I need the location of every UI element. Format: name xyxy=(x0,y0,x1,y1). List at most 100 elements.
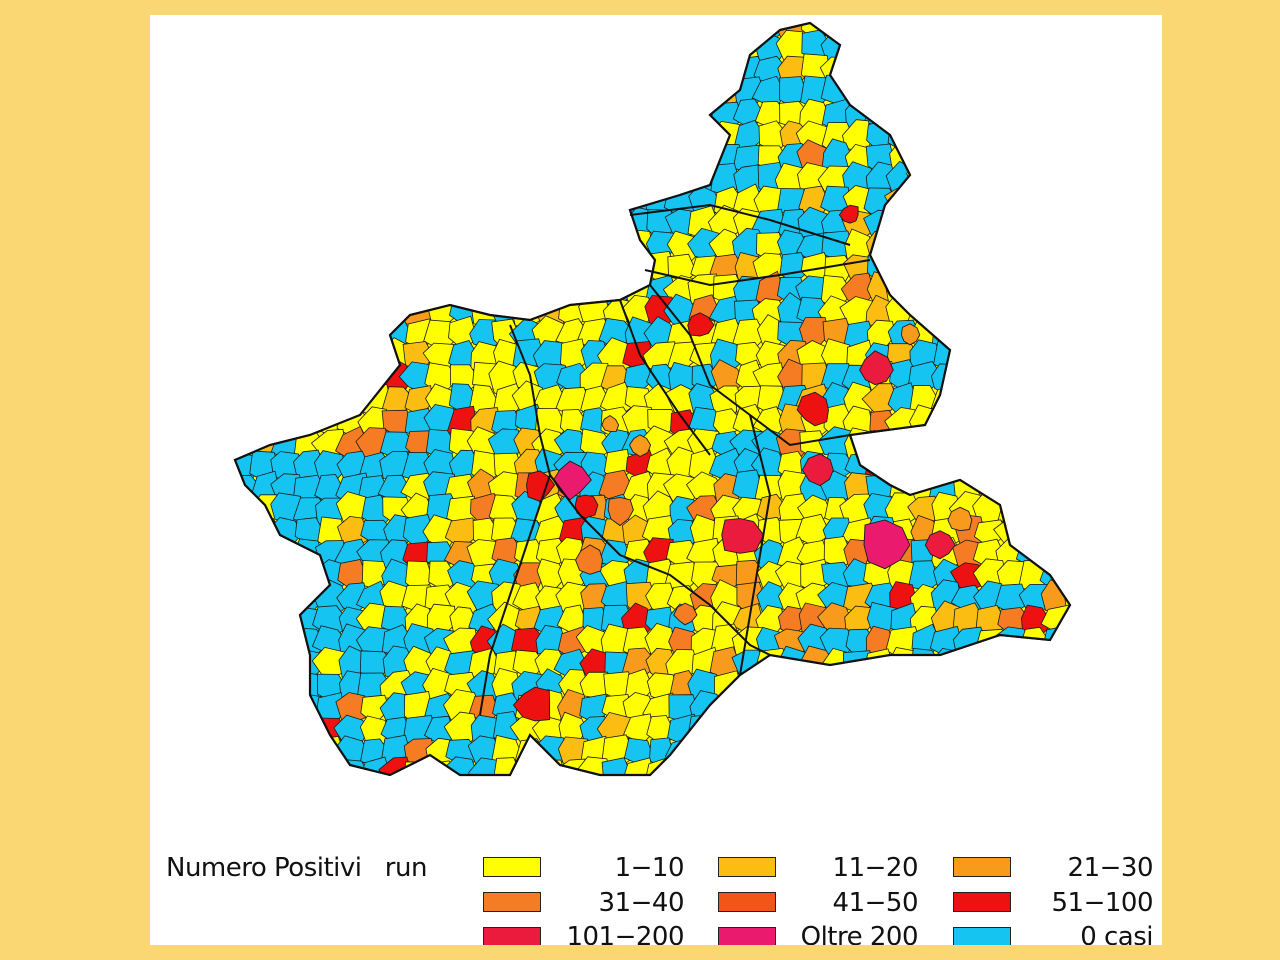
municipality xyxy=(314,122,349,156)
municipality xyxy=(846,711,878,746)
municipality xyxy=(359,320,394,354)
municipality xyxy=(1064,761,1070,775)
municipality xyxy=(1062,538,1070,571)
municipality xyxy=(732,778,763,814)
municipality xyxy=(817,757,855,775)
municipality xyxy=(1019,495,1052,525)
municipality xyxy=(951,293,984,330)
municipality xyxy=(998,208,1032,245)
municipality xyxy=(296,189,324,221)
municipality xyxy=(686,120,721,152)
municipality xyxy=(669,759,701,775)
municipality xyxy=(273,23,303,43)
municipality xyxy=(600,53,633,86)
municipality xyxy=(514,75,544,109)
municipality-hotspot xyxy=(607,496,634,527)
municipality xyxy=(907,711,939,749)
municipality xyxy=(235,603,239,636)
municipality xyxy=(293,561,325,593)
municipality xyxy=(271,120,305,155)
municipality xyxy=(906,23,940,43)
municipality xyxy=(235,386,260,415)
municipality xyxy=(423,252,457,283)
municipality xyxy=(669,785,698,814)
municipality xyxy=(250,207,282,244)
municipality xyxy=(1059,364,1070,395)
municipality xyxy=(954,381,985,416)
municipality xyxy=(643,121,676,150)
municipality xyxy=(974,54,1010,87)
municipality xyxy=(931,163,965,195)
municipality xyxy=(246,140,283,177)
municipality xyxy=(1018,121,1054,150)
municipality xyxy=(235,97,258,130)
municipality xyxy=(1039,33,1070,67)
municipality xyxy=(403,34,434,65)
municipality xyxy=(380,75,413,107)
municipality xyxy=(317,57,348,87)
municipality xyxy=(380,23,414,41)
municipality xyxy=(532,273,567,306)
municipality xyxy=(712,781,746,810)
municipality xyxy=(577,118,613,152)
municipality xyxy=(1041,625,1070,660)
municipality xyxy=(731,759,766,775)
municipality xyxy=(248,666,284,703)
municipality xyxy=(272,649,305,681)
municipality xyxy=(1061,293,1070,328)
municipality xyxy=(488,122,527,154)
municipality xyxy=(235,23,236,45)
municipality xyxy=(381,144,415,177)
municipality xyxy=(665,31,702,64)
municipality xyxy=(534,100,570,133)
municipality xyxy=(906,31,942,67)
municipality xyxy=(818,736,853,767)
municipality xyxy=(928,75,964,109)
municipality xyxy=(668,100,698,134)
municipality xyxy=(445,138,482,172)
municipality xyxy=(248,779,282,815)
municipality xyxy=(311,142,348,175)
piemonte-map xyxy=(233,21,1072,815)
municipality xyxy=(975,758,1006,775)
municipality xyxy=(908,426,942,460)
municipality xyxy=(932,693,963,728)
municipality xyxy=(1041,649,1070,679)
municipality xyxy=(998,79,1028,110)
municipality xyxy=(403,75,436,111)
municipality xyxy=(270,56,303,86)
municipality xyxy=(235,314,240,352)
municipality xyxy=(579,96,613,133)
municipality xyxy=(1017,316,1054,352)
municipality xyxy=(426,31,461,68)
municipality xyxy=(777,715,808,748)
municipality xyxy=(558,75,592,107)
municipality xyxy=(953,56,986,90)
municipality xyxy=(291,31,328,67)
municipality xyxy=(424,55,460,88)
municipality xyxy=(247,408,280,438)
municipality xyxy=(690,778,720,812)
municipality xyxy=(862,712,897,748)
municipality xyxy=(251,253,284,286)
legend-label-51-100: 51−100 xyxy=(1051,888,1154,918)
municipality xyxy=(997,450,1028,481)
municipality xyxy=(466,23,504,43)
municipality xyxy=(336,296,368,331)
municipality xyxy=(601,188,634,218)
municipality xyxy=(933,451,962,481)
municipality xyxy=(843,757,877,775)
municipality xyxy=(907,691,943,724)
municipality xyxy=(975,295,1006,330)
municipality xyxy=(998,121,1030,155)
municipality xyxy=(533,226,566,261)
municipality xyxy=(245,163,281,199)
municipality xyxy=(954,229,985,263)
municipality xyxy=(269,666,304,706)
municipality xyxy=(909,757,941,775)
municipality xyxy=(378,230,411,263)
municipality xyxy=(601,757,634,775)
municipality xyxy=(248,100,281,134)
municipality xyxy=(1063,492,1070,526)
municipality xyxy=(800,759,832,775)
